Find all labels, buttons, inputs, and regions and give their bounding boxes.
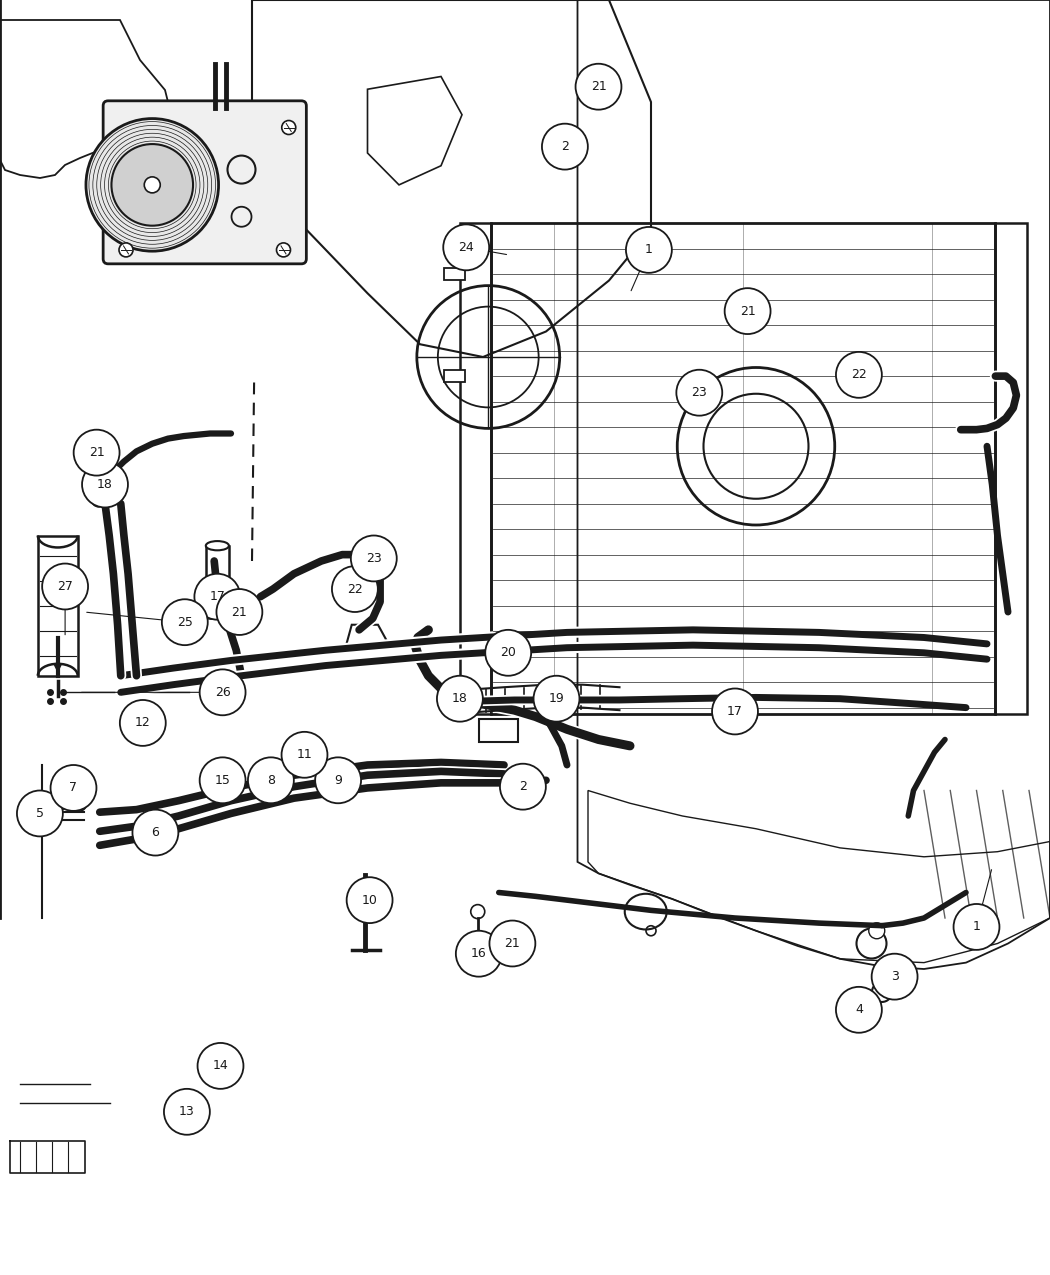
Polygon shape <box>444 268 465 280</box>
Circle shape <box>437 676 483 722</box>
Text: 1: 1 <box>972 921 981 933</box>
Text: 16: 16 <box>470 947 487 960</box>
Circle shape <box>836 352 882 398</box>
Circle shape <box>50 765 97 811</box>
Text: 5: 5 <box>36 807 44 820</box>
Circle shape <box>194 574 240 620</box>
Text: 21: 21 <box>590 80 607 93</box>
Circle shape <box>248 757 294 803</box>
Text: 27: 27 <box>57 580 74 593</box>
Text: 26: 26 <box>214 686 231 699</box>
Text: 15: 15 <box>214 774 231 787</box>
Circle shape <box>120 700 166 746</box>
Text: 3: 3 <box>890 970 899 983</box>
Text: 9: 9 <box>334 774 342 787</box>
Text: 10: 10 <box>361 894 378 907</box>
Circle shape <box>164 1089 210 1135</box>
Text: 22: 22 <box>850 368 867 381</box>
Text: 20: 20 <box>500 646 517 659</box>
Text: 21: 21 <box>88 446 104 459</box>
Text: 4: 4 <box>855 1003 863 1016</box>
Circle shape <box>953 904 1000 950</box>
Text: 17: 17 <box>209 590 226 603</box>
Text: 8: 8 <box>267 774 275 787</box>
Circle shape <box>676 370 722 416</box>
Circle shape <box>738 302 757 320</box>
Text: 11: 11 <box>296 748 313 761</box>
Text: 18: 18 <box>97 478 113 491</box>
Circle shape <box>533 676 580 722</box>
Circle shape <box>500 764 546 810</box>
Text: 23: 23 <box>365 552 381 565</box>
Text: 25: 25 <box>176 616 193 629</box>
Circle shape <box>119 244 133 256</box>
Text: 23: 23 <box>692 386 708 399</box>
Circle shape <box>132 810 179 856</box>
Circle shape <box>281 732 328 778</box>
Circle shape <box>42 564 88 609</box>
Polygon shape <box>444 370 465 382</box>
Circle shape <box>111 144 193 226</box>
Circle shape <box>443 224 489 270</box>
Text: 1: 1 <box>645 244 653 256</box>
Circle shape <box>456 931 502 977</box>
Circle shape <box>96 476 114 493</box>
Circle shape <box>895 961 911 977</box>
Circle shape <box>724 288 771 334</box>
Text: 21: 21 <box>231 606 248 618</box>
Text: 12: 12 <box>134 717 151 729</box>
Ellipse shape <box>196 609 238 620</box>
Text: 7: 7 <box>69 782 78 794</box>
Circle shape <box>74 430 120 476</box>
Circle shape <box>836 987 882 1033</box>
Circle shape <box>144 177 161 193</box>
FancyBboxPatch shape <box>103 101 307 264</box>
Circle shape <box>216 589 262 635</box>
Circle shape <box>489 921 536 966</box>
Circle shape <box>485 630 531 676</box>
Circle shape <box>82 462 128 507</box>
Circle shape <box>87 445 106 463</box>
Circle shape <box>712 688 758 734</box>
Text: 6: 6 <box>151 826 160 839</box>
Text: 18: 18 <box>452 692 468 705</box>
Circle shape <box>575 64 622 110</box>
Circle shape <box>197 1043 244 1089</box>
Circle shape <box>332 566 378 612</box>
Text: 22: 22 <box>346 583 363 595</box>
Circle shape <box>17 790 63 836</box>
Ellipse shape <box>206 541 229 551</box>
Circle shape <box>230 603 249 621</box>
Text: 13: 13 <box>178 1105 194 1118</box>
Circle shape <box>542 124 588 170</box>
Circle shape <box>872 982 892 1002</box>
Circle shape <box>589 78 608 96</box>
Text: 17: 17 <box>727 705 743 718</box>
Circle shape <box>200 757 246 803</box>
Text: 21: 21 <box>504 937 521 950</box>
Circle shape <box>351 536 397 581</box>
Text: 21: 21 <box>739 305 755 317</box>
Circle shape <box>626 227 672 273</box>
Circle shape <box>162 599 208 645</box>
Circle shape <box>276 244 291 256</box>
Circle shape <box>868 923 885 938</box>
Circle shape <box>315 757 361 803</box>
Circle shape <box>86 119 218 251</box>
Circle shape <box>872 954 918 1000</box>
Polygon shape <box>346 625 386 650</box>
Circle shape <box>281 121 296 134</box>
Text: 24: 24 <box>458 241 475 254</box>
Text: 2: 2 <box>561 140 569 153</box>
Polygon shape <box>206 546 229 609</box>
Text: 19: 19 <box>548 692 565 705</box>
Polygon shape <box>682 382 719 405</box>
Text: 2: 2 <box>519 780 527 793</box>
Text: 14: 14 <box>212 1060 229 1072</box>
Circle shape <box>346 877 393 923</box>
Circle shape <box>200 669 246 715</box>
